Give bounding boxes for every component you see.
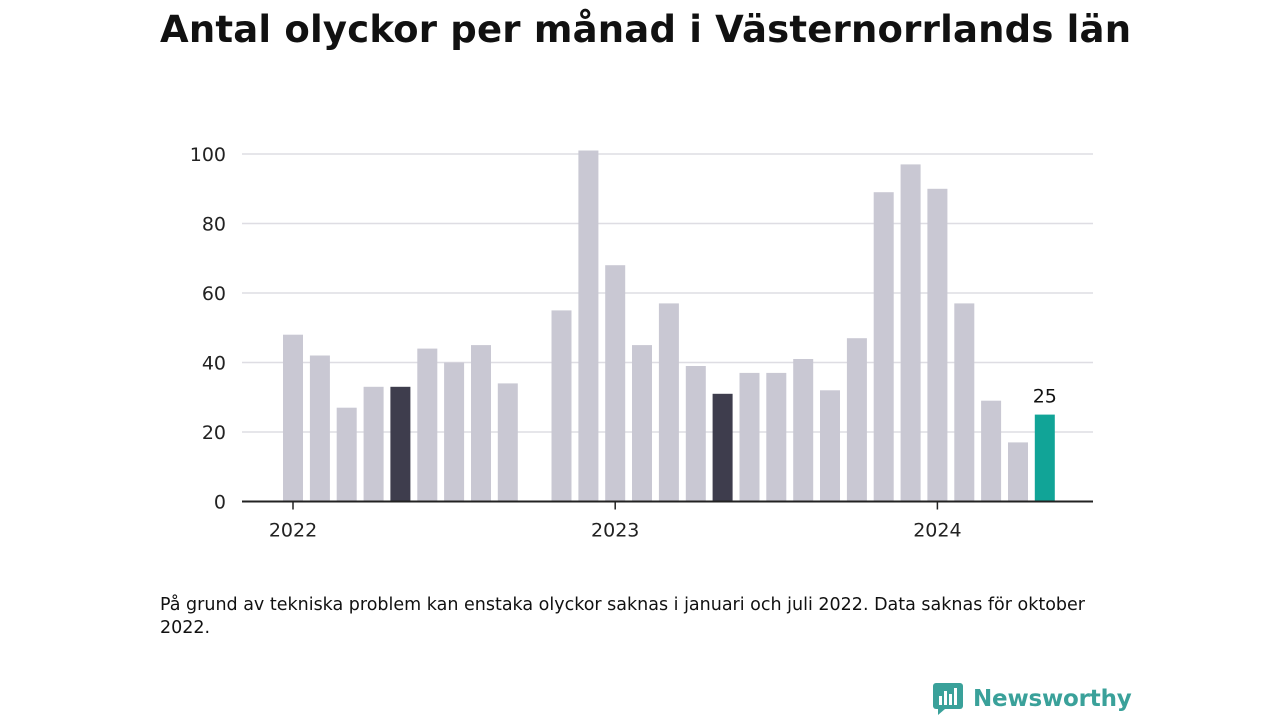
bar-2022-11 — [551, 310, 572, 502]
bar-2023-12 — [900, 164, 921, 502]
bar-2022-08 — [471, 345, 491, 502]
bar-2023-11 — [873, 192, 894, 502]
y-tick-label: 0 — [214, 492, 226, 514]
bar-2023-06 — [739, 372, 760, 502]
y-tick-label: 20 — [202, 422, 226, 444]
x-tick-label: 2023 — [591, 520, 639, 542]
x-axis-ticks: 2022 2023 2024 — [269, 501, 962, 542]
last-value-label: 25 — [1033, 386, 1057, 408]
bar-2023-07 — [766, 372, 787, 502]
bar-2022-12 — [578, 150, 599, 502]
bar-2022-01 — [283, 334, 303, 502]
brand-name: Newsworthy — [973, 686, 1132, 712]
bar-2023-10 — [846, 338, 867, 502]
y-tick-label: 40 — [202, 353, 226, 375]
y-axis-ticks: 0 20 40 60 80 100 — [190, 144, 226, 514]
data-labels: 25 — [1033, 386, 1057, 408]
bar-2022-05 — [390, 386, 411, 502]
y-tick-label: 60 — [202, 283, 226, 305]
bar-2024-01 — [927, 188, 948, 502]
y-tick-label: 80 — [202, 214, 226, 236]
bar-2022-06 — [417, 348, 438, 502]
bar-2024-03 — [981, 400, 1002, 502]
bar-2024-05 — [1034, 414, 1055, 502]
bar-2023-08 — [793, 359, 814, 502]
bar-2022-03 — [336, 407, 357, 502]
bar-2022-09 — [497, 383, 518, 502]
bar-2024-04 — [1008, 442, 1028, 502]
bar-2023-01 — [605, 265, 626, 502]
bar-2022-04 — [363, 386, 384, 502]
x-tick-label: 2024 — [913, 520, 961, 542]
bars — [283, 150, 1055, 502]
bar-2023-09 — [820, 390, 840, 502]
newsworthy-logo-icon — [933, 683, 963, 715]
bar-2023-04 — [685, 366, 706, 502]
chart-note: På grund av tekniska problem kan enstaka… — [160, 595, 1085, 638]
bar-2023-03 — [658, 303, 679, 502]
x-tick-label: 2022 — [269, 520, 317, 542]
y-tick-label: 100 — [190, 144, 226, 166]
bar-2023-05 — [712, 393, 733, 502]
bar-2024-02 — [954, 303, 975, 502]
bar-2022-07 — [444, 362, 465, 502]
chart-title: Antal olyckor per månad i Västernorrland… — [160, 8, 1132, 51]
newsworthy-logo[interactable]: Newsworthy — [933, 683, 1132, 715]
bar-2022-02 — [309, 355, 330, 502]
bar-chart: 0 20 40 60 80 100 2022 2023 2024 25 — [190, 144, 1093, 542]
bar-2023-02 — [632, 345, 652, 502]
